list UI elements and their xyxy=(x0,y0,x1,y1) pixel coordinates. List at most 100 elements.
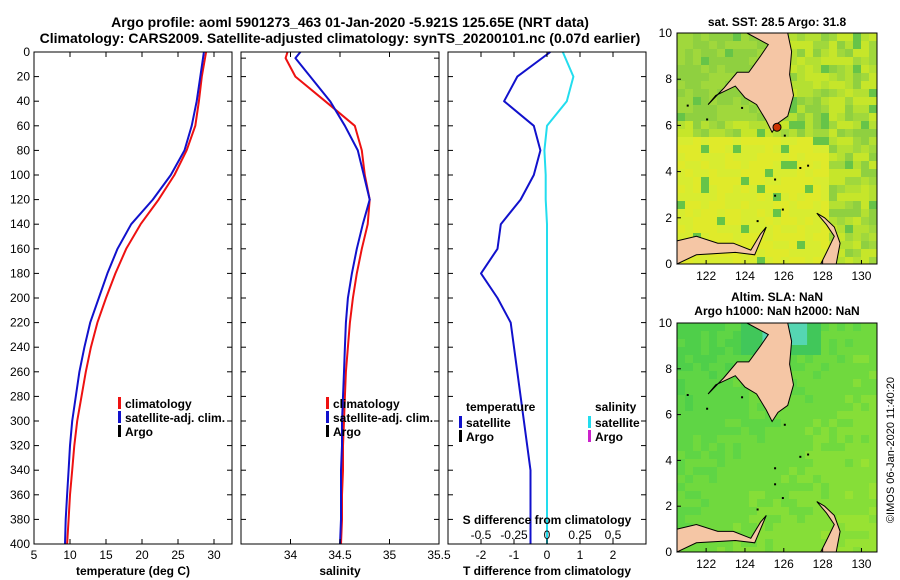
map-cell-map_sla xyxy=(773,515,781,523)
map-y-tick-label: 0 xyxy=(665,257,672,271)
map-cell-map_sst xyxy=(869,129,877,137)
y-tick-label: 120 xyxy=(10,193,30,207)
map-cell-map_sla xyxy=(813,451,821,459)
series-line-difference-1 xyxy=(543,51,575,544)
map-cell-map_sst xyxy=(821,209,829,217)
map-cell-map_sst xyxy=(701,129,709,137)
map-cell-map_sla xyxy=(805,507,813,515)
map-cell-map_sla xyxy=(757,403,765,411)
map-cell-map_sla xyxy=(853,395,861,403)
map-cell-map_sla xyxy=(821,379,829,387)
map-cell-map_sla xyxy=(789,547,797,552)
map-cell-map_sla xyxy=(781,515,789,523)
map-y-tick-label: 6 xyxy=(665,408,672,422)
map-cell-map_sst xyxy=(821,105,829,113)
map-cell-map_sla xyxy=(805,411,813,419)
map-cell-map_sla xyxy=(813,363,821,371)
map-cell-map_sst xyxy=(853,209,861,217)
map-cell-map_sst xyxy=(805,113,813,121)
map-cell-map_sst xyxy=(845,129,853,137)
map-cell-map_sst xyxy=(837,153,845,161)
map-cell-map_sst xyxy=(765,217,773,225)
map-cell-map_sst xyxy=(725,217,733,225)
map-cell-map_sla xyxy=(749,475,757,483)
map-cell-map_sla xyxy=(845,459,853,467)
map-cell-map_sla xyxy=(837,339,845,347)
map-cell-map_sst xyxy=(789,217,797,225)
map-cell-map_sla xyxy=(829,355,837,363)
map-cell-map_sst xyxy=(813,249,821,257)
map-cell-map_sst xyxy=(853,113,861,121)
map-cell-map_sst xyxy=(869,137,877,145)
map-cell-map_sla xyxy=(701,427,709,435)
map-cell-map_sst xyxy=(725,193,733,201)
map-cell-map_sla xyxy=(693,371,701,379)
map-cell-map_sst xyxy=(837,225,845,233)
map-cell-map_sst xyxy=(685,113,693,121)
map-cell-map_sst xyxy=(685,209,693,217)
map-cell-map_sst xyxy=(829,49,837,57)
map-cell-map_sst xyxy=(845,233,853,241)
map-sla-title-line-1: Altim. SLA: NaN xyxy=(731,290,823,304)
imos-credit: ©IMOS 06-Jan-2020 11:40:20 xyxy=(885,377,897,523)
map-cell-map_sst xyxy=(757,161,765,169)
map-cell-map_sst xyxy=(837,257,845,264)
map-cell-map_sst xyxy=(693,65,701,73)
map-cell-map_sst xyxy=(717,57,725,65)
map-cell-map_sla xyxy=(845,323,853,331)
map-cell-map_sla xyxy=(693,403,701,411)
map-cell-map_sst xyxy=(789,169,797,177)
map-cell-map_sla xyxy=(869,411,877,419)
map-cell-map_sst xyxy=(701,105,709,113)
legend-label-salinity: satellite-adj. clim. xyxy=(333,411,433,425)
map-cell-map_sla xyxy=(829,347,837,355)
map-cell-map_sst xyxy=(781,177,789,185)
map-cell-map_sst xyxy=(789,97,797,105)
map-land-sulawesi xyxy=(676,515,767,553)
map-cell-map_sst xyxy=(829,57,837,65)
map-cell-map_sla xyxy=(829,507,837,515)
map-cell-map_sla xyxy=(861,483,869,491)
map-cell-map_sla xyxy=(733,459,741,467)
map-cell-map_sla xyxy=(693,451,701,459)
map-cell-map_sst xyxy=(749,241,757,249)
map-cell-map_sst xyxy=(749,185,757,193)
map-cell-map_sst xyxy=(725,153,733,161)
map-cell-map_sla xyxy=(845,499,853,507)
x2-axis-label: S difference from climatology xyxy=(463,513,632,527)
map-cell-map_sst xyxy=(821,233,829,241)
map-cell-map_sst xyxy=(709,33,717,41)
map-island xyxy=(783,134,786,137)
map-cell-map_sla xyxy=(829,451,837,459)
map-cell-map_sst xyxy=(797,97,805,105)
map-cell-map_sst xyxy=(693,217,701,225)
map-cell-map_sst xyxy=(853,217,861,225)
map-cell-map_sst xyxy=(821,137,829,145)
map-cell-map_sla xyxy=(757,483,765,491)
map-cell-map_sst xyxy=(733,233,741,241)
map-cell-map_sla xyxy=(781,507,789,515)
map-cell-map_sla xyxy=(861,339,869,347)
map-cell-map_sla xyxy=(677,355,685,363)
map-cell-map_sst xyxy=(781,209,789,217)
x-tick-label-difference: 0 xyxy=(544,548,551,562)
map-cell-map_sst xyxy=(829,169,837,177)
map-cell-map_sla xyxy=(685,435,693,443)
map-cell-map_sla xyxy=(869,491,877,499)
map-cell-map_sst xyxy=(725,209,733,217)
map-cell-map_sst xyxy=(677,193,685,201)
map-cell-map_sla xyxy=(749,403,757,411)
map-cell-map_sla xyxy=(693,379,701,387)
map-cell-map_sla xyxy=(789,443,797,451)
map-cell-map_sst xyxy=(741,161,749,169)
map-cell-map_sst xyxy=(853,65,861,73)
map-cell-map_sst xyxy=(797,121,805,129)
map-cell-map_sla xyxy=(733,427,741,435)
map-cell-map_sla xyxy=(861,515,869,523)
map-cell-map_sst xyxy=(813,97,821,105)
map-cell-map_sla xyxy=(853,491,861,499)
map-cell-map_sla xyxy=(773,427,781,435)
map-cell-map_sla xyxy=(701,395,709,403)
map-cell-map_sla xyxy=(677,379,685,387)
map-cell-map_sla xyxy=(869,523,877,531)
